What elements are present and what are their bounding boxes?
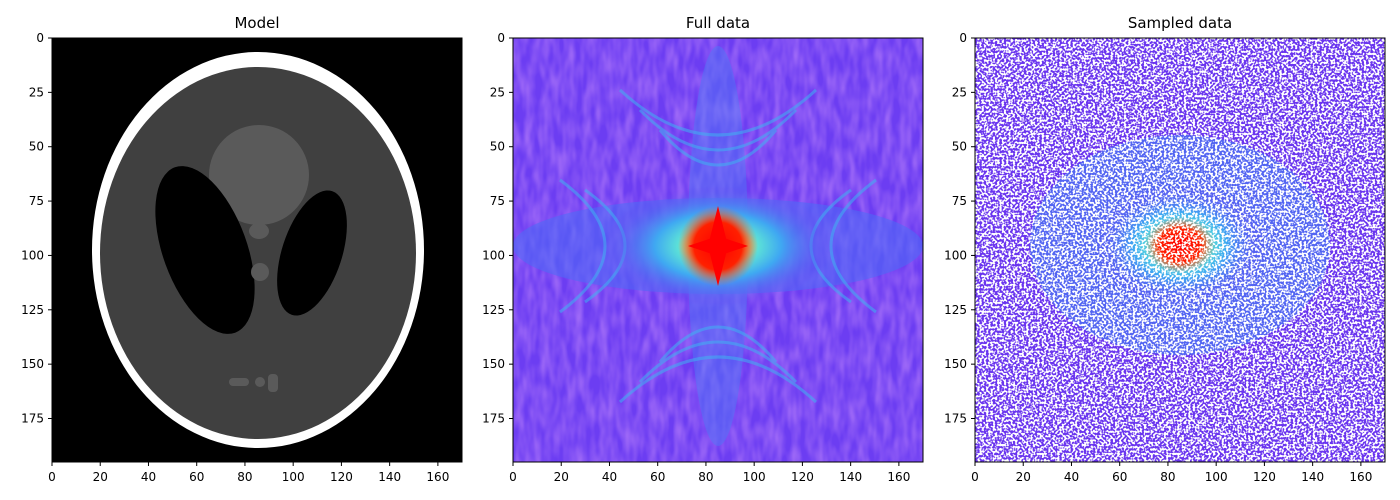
y-tick-label: 0 [36, 31, 44, 45]
y-tick-label: 100 [944, 248, 967, 262]
y-tick-label: 150 [944, 357, 967, 371]
x-tick-label: 80 [698, 470, 713, 484]
x-tick-label: 40 [141, 470, 156, 484]
heatmap-image [975, 38, 1385, 462]
y-tick-label: 25 [490, 85, 505, 99]
x-tick-label: 120 [791, 470, 814, 484]
x-tick-label: 80 [237, 470, 252, 484]
x-tick-label: 160 [1349, 470, 1372, 484]
y-tick-label: 175 [944, 412, 967, 426]
x-tick-label: 100 [282, 470, 305, 484]
y-tick-label: 50 [952, 140, 967, 154]
x-tick-label: 60 [650, 470, 665, 484]
x-tick-label: 60 [1112, 470, 1127, 484]
x-tick-label: 20 [1016, 470, 1031, 484]
y-tick-label: 25 [29, 85, 44, 99]
x-tick-label: 0 [971, 470, 979, 484]
y-tick-label: 125 [21, 303, 44, 317]
x-tick-label: 0 [48, 470, 56, 484]
x-tick-label: 100 [743, 470, 766, 484]
x-tick-label: 0 [509, 470, 517, 484]
y-tick-label: 150 [482, 357, 505, 371]
x-tick-label: 40 [602, 470, 617, 484]
x-tick-label: 20 [554, 470, 569, 484]
y-tick-label: 175 [21, 412, 44, 426]
chart-title: Sampled data [1128, 14, 1232, 32]
y-tick-label: 125 [944, 303, 967, 317]
y-tick-label: 50 [29, 140, 44, 154]
heatmap-image [52, 38, 462, 462]
y-tick-label: 75 [29, 194, 44, 208]
x-tick-label: 140 [1301, 470, 1324, 484]
y-tick-label: 175 [482, 412, 505, 426]
y-tick-label: 125 [482, 303, 505, 317]
x-tick-label: 20 [93, 470, 108, 484]
y-tick-label: 150 [21, 357, 44, 371]
y-tick-label: 0 [959, 31, 967, 45]
x-tick-label: 120 [330, 470, 353, 484]
y-tick-label: 50 [490, 140, 505, 154]
panel-full-data: Full data [482, 14, 924, 484]
y-tick-label: 75 [952, 194, 967, 208]
x-tick-label: 140 [378, 470, 401, 484]
y-tick-label: 75 [490, 194, 505, 208]
x-tick-label: 140 [839, 470, 862, 484]
y-tick-label: 25 [952, 85, 967, 99]
y-tick-label: 100 [482, 248, 505, 262]
x-tick-label: 160 [426, 470, 449, 484]
x-tick-label: 160 [887, 470, 910, 484]
chart-title: Model [234, 14, 279, 32]
y-tick-label: 100 [21, 248, 44, 262]
x-tick-label: 60 [189, 470, 204, 484]
x-tick-label: 80 [1160, 470, 1175, 484]
x-tick-label: 40 [1064, 470, 1079, 484]
x-tick-label: 120 [1253, 470, 1276, 484]
panel-model: Model 0 20 40 60 80 100 120 140 160 0 25 50 75 100 125… [21, 14, 463, 484]
panel-sampled-data: Sampled data 0 20 40 60 80 100 120 140 160 0 25 50 7… [944, 14, 1386, 484]
heatmap-image [513, 38, 923, 462]
y-tick-label: 0 [497, 31, 505, 45]
chart-title: Full data [686, 14, 750, 32]
x-tick-label: 100 [1205, 470, 1228, 484]
